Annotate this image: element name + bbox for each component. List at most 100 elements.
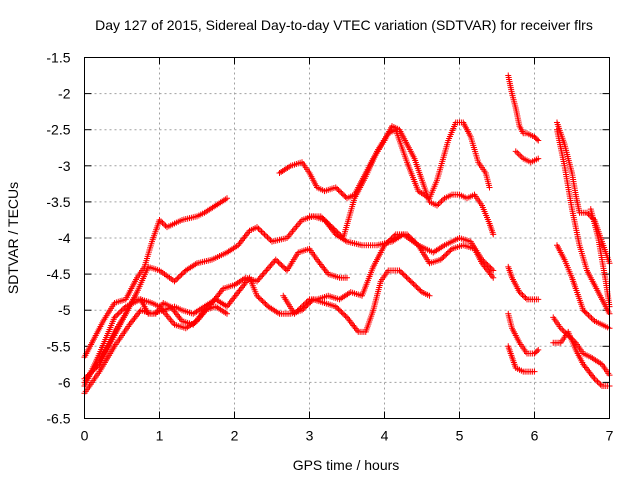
data-point-marker [410, 281, 417, 288]
data-point-marker [535, 296, 542, 303]
data-point-marker [112, 313, 119, 320]
data-series-track-10 [512, 148, 542, 166]
data-point-marker [259, 272, 266, 279]
data-point-marker [446, 248, 453, 255]
data-point-marker [334, 304, 341, 311]
data-point-marker [593, 377, 599, 384]
data-point-marker [397, 268, 404, 275]
data-point-marker [535, 346, 542, 353]
data-point-marker [531, 368, 538, 375]
data-point-marker [327, 222, 334, 229]
data-point-marker [171, 278, 178, 285]
data-point-marker [404, 275, 411, 282]
data-point-marker [267, 262, 274, 269]
y-tick-label: -6 [58, 374, 71, 390]
data-point-marker [258, 273, 265, 280]
data-point-marker [341, 192, 348, 199]
data-point-marker [159, 219, 166, 226]
data-point-marker [339, 191, 346, 198]
data-point-marker [263, 232, 269, 239]
data-point-marker [344, 274, 350, 281]
data-point-marker [447, 247, 454, 254]
data-point-marker [521, 293, 527, 300]
data-point-marker [587, 313, 593, 320]
y-tick-label: -2 [58, 86, 71, 102]
data-series-track-2 [81, 213, 497, 382]
data-point-marker [326, 221, 333, 228]
data-point-marker [399, 270, 406, 277]
data-point-marker [172, 276, 179, 283]
data-point-marker [264, 234, 271, 241]
data-point-marker [268, 261, 275, 268]
data-point-marker [490, 267, 497, 274]
data-point-marker [334, 229, 341, 236]
data-point-marker [263, 302, 270, 309]
data-point-marker [260, 270, 267, 277]
data-point-marker [264, 265, 271, 272]
data-point-marker [179, 270, 186, 277]
x-tick-label: 3 [306, 428, 314, 444]
y-tick-label: -1.5 [46, 50, 70, 66]
data-point-marker [181, 268, 188, 275]
data-point-marker [402, 272, 409, 279]
x-tick-label: 6 [531, 428, 539, 444]
data-series-track-12 [505, 310, 542, 357]
data-point-marker [490, 231, 497, 238]
data-point-marker [559, 326, 566, 333]
x-tick-label: 0 [81, 428, 89, 444]
x-tick-label: 1 [156, 428, 164, 444]
data-point-marker [336, 230, 343, 237]
data-series-track-15 [554, 126, 613, 317]
data-point-marker [404, 231, 410, 238]
x-tick-label: 4 [381, 428, 389, 444]
data-series-track-1 [81, 195, 230, 361]
data-point-marker [486, 184, 493, 191]
data-series-track-4 [81, 267, 433, 397]
data-point-marker [272, 256, 279, 263]
data-point-marker [278, 262, 285, 269]
data-point-marker [332, 184, 339, 191]
data-series-track-8 [280, 231, 497, 317]
data-series-track-18 [550, 328, 613, 390]
data-point-marker [332, 303, 339, 310]
data-point-marker [412, 239, 419, 246]
y-tick-label: -2.5 [46, 122, 70, 138]
data-point-marker [514, 149, 521, 156]
data-point-marker [389, 234, 396, 241]
data-point-marker [258, 296, 265, 303]
data-point-marker [417, 287, 424, 294]
data-point-marker [512, 148, 519, 155]
data-point-marker [255, 225, 262, 232]
data-point-marker [276, 260, 283, 267]
data-point-marker [119, 306, 126, 313]
y-tick-label: -4 [58, 230, 71, 246]
data-point-marker [263, 267, 270, 274]
data-point-marker [323, 218, 330, 225]
data-point-marker [333, 228, 340, 235]
data-point-marker [519, 292, 526, 299]
data-point-marker [335, 187, 342, 194]
data-point-marker [111, 314, 118, 321]
y-tick-label: -3.5 [46, 194, 70, 210]
data-point-marker [515, 151, 522, 158]
data-point-marker [334, 185, 341, 192]
data-point-marker [224, 195, 230, 202]
data-point-marker [266, 264, 273, 271]
data-point-marker [162, 222, 169, 229]
data-series-track-11 [505, 263, 542, 303]
data-point-marker [440, 253, 447, 260]
data-point-marker [175, 274, 182, 281]
chart-gridlines [84, 57, 610, 419]
data-point-marker [254, 292, 260, 299]
data-point-marker [341, 311, 348, 318]
data-point-marker [443, 251, 450, 258]
x-axis-tick-labels: 0 1 2 3 4 5 6 7 [81, 428, 614, 444]
data-point-marker [262, 269, 269, 276]
data-point-marker [336, 188, 343, 195]
data-point-marker [408, 235, 415, 242]
data-point-marker [178, 271, 185, 278]
data-point-marker [409, 236, 416, 243]
x-tick-label: 7 [606, 428, 614, 444]
data-point-marker [256, 295, 263, 302]
